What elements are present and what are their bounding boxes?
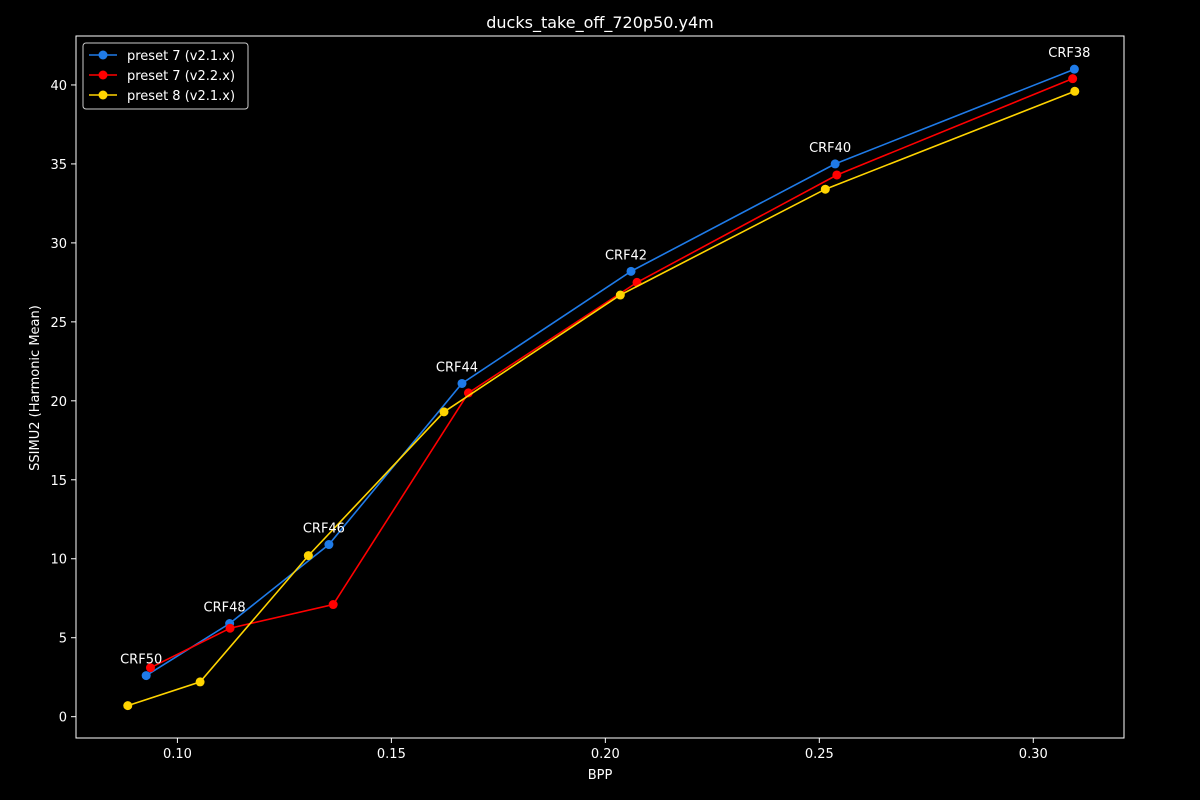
y-axis-label: SSIMU2 (Harmonic Mean) (28, 305, 43, 471)
y-tick-label: 30 (50, 237, 67, 252)
data-point (1068, 74, 1078, 84)
y-tick-label: 25 (50, 316, 67, 331)
data-point (195, 677, 205, 687)
crf-annotation: CRF42 (605, 248, 647, 263)
x-tick-label: 0.20 (591, 747, 620, 762)
x-tick-label: 0.10 (163, 747, 192, 762)
legend-entry: preset 8 (v2.1.x) (127, 89, 235, 104)
data-point (439, 407, 449, 417)
legend-marker (98, 90, 108, 100)
data-point (1069, 64, 1079, 74)
series-layer (123, 64, 1080, 711)
data-point (303, 551, 313, 561)
x-tick-label: 0.25 (805, 747, 834, 762)
series-line-3 (127, 90, 1076, 707)
legend-box (82, 42, 249, 110)
crf-annotation: CRF44 (436, 360, 478, 375)
data-point (832, 170, 842, 180)
legend-marker (98, 50, 108, 60)
y-tick-label: 15 (50, 474, 67, 489)
legend-entry: preset 7 (v2.1.x) (127, 49, 235, 64)
data-point (328, 600, 338, 610)
y-tick-label: 40 (50, 79, 67, 94)
crf-annotation: CRF50 (120, 653, 162, 668)
data-point (145, 663, 155, 673)
x-tick-label: 0.15 (377, 747, 406, 762)
y-tick-label: 5 (59, 632, 67, 647)
data-point (225, 623, 235, 633)
data-point (141, 671, 151, 681)
data-point (1070, 86, 1080, 96)
y-axis: 0 5 10 15 20 25 30 35 40 (50, 79, 76, 726)
crf-annotation: CRF38 (1048, 46, 1090, 61)
chart-title: ducks_take_off_720p50.y4m (486, 13, 714, 33)
plot-frame (75, 35, 1125, 739)
data-point (457, 378, 467, 388)
data-point (615, 290, 625, 300)
crf-annotation: CRF48 (204, 601, 246, 616)
x-axis-label: BPP (588, 768, 613, 783)
legend-entry: preset 7 (v2.2.x) (127, 69, 235, 84)
data-point (123, 701, 133, 711)
annotation-layer: CRF50 CRF48 CRF46 CRF44 CRF42 CRF40 CRF38 (120, 46, 1090, 667)
y-tick-label: 35 (50, 158, 67, 173)
crf-annotation: CRF46 (303, 522, 345, 537)
x-tick-label: 0.30 (1019, 747, 1048, 762)
data-point (324, 540, 334, 550)
y-tick-label: 10 (50, 553, 67, 568)
crf-annotation: CRF40 (809, 141, 851, 156)
x-axis: 0.10 0.15 0.20 0.25 0.30 (163, 738, 1048, 762)
legend: preset 7 (v2.1.x) preset 7 (v2.2.x) preset… (82, 42, 249, 110)
y-tick-label: 20 (50, 395, 67, 410)
data-point (626, 266, 636, 276)
data-point (820, 184, 830, 194)
legend-marker (98, 70, 108, 80)
series-line-1 (145, 68, 1075, 677)
y-tick-label: 0 (59, 711, 67, 726)
data-point (830, 159, 840, 169)
